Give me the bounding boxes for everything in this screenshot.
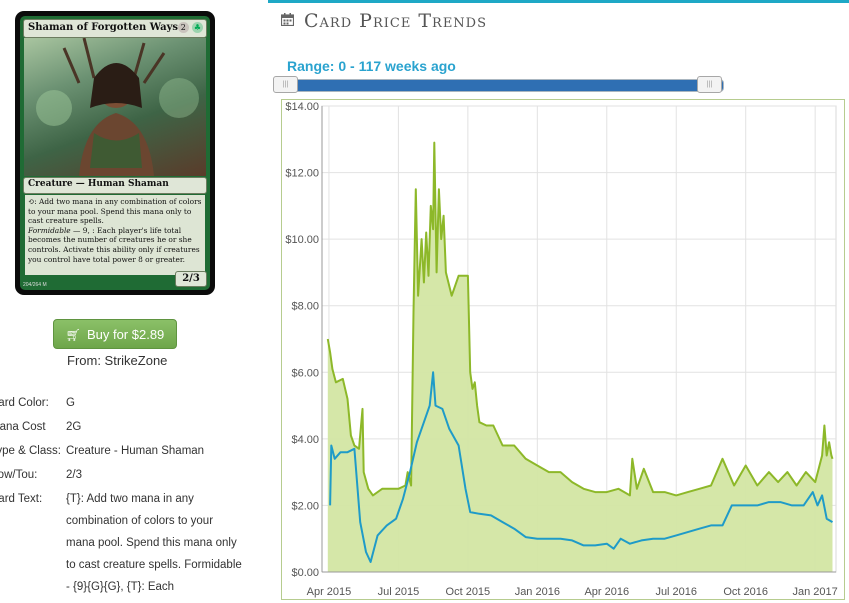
detail-label: Pow/Tou: — [0, 469, 38, 481]
x-tick-label: Jan 2016 — [515, 586, 560, 598]
series-area — [327, 142, 833, 572]
y-tick-label: $6.00 — [291, 367, 319, 379]
x-tick-label: Apr 2016 — [584, 586, 629, 598]
detail-label: Type & Class: — [0, 445, 61, 457]
card-mana-cost: 2 ♣ — [177, 22, 203, 33]
x-tick-label: Apr 2015 — [307, 586, 352, 598]
detail-label: Card Color: — [0, 397, 49, 409]
series-line — [329, 371, 834, 563]
range-label: Range: 0 - 117 weeks ago — [287, 58, 456, 74]
x-tick-label: Jan 2017 — [793, 586, 838, 598]
card-rules-2: — 9, : Each player's life total becomes … — [28, 225, 200, 264]
detail-value: 2G — [66, 421, 82, 433]
card-frame: Shaman of Forgotten Ways 2 ♣ Creature — … — [20, 16, 210, 290]
detail-value: G — [66, 397, 75, 409]
range-slider[interactable] — [278, 79, 724, 92]
price-chart: $0.00 $2.00 $4.00 $6.00 $8.00 $10.00 $12.00 $14… — [281, 99, 845, 600]
generic-mana-icon: 2 — [177, 22, 189, 33]
slider-handle-start[interactable]: ||| — [273, 76, 298, 93]
detail-value: 2/3 — [66, 469, 82, 481]
card-rules-text: ⟲: Add two mana in any combination of co… — [28, 197, 202, 264]
vendor-label: From: StrikeZone — [67, 353, 167, 368]
section-title: Card Price Trends — [304, 10, 488, 32]
calendar-icon — [281, 13, 294, 26]
tap-icon: ⟲ — [28, 197, 35, 206]
card-name-bar: Shaman of Forgotten Ways 2 ♣ — [23, 19, 207, 38]
x-tick-label: Oct 2016 — [723, 586, 768, 598]
detail-card-text: {T}: Add two mana in any combination of … — [66, 493, 242, 593]
card-type-bar: Creature — Human Shaman — [23, 177, 207, 194]
card-image[interactable]: Shaman of Forgotten Ways 2 ♣ Creature — … — [15, 11, 215, 295]
buy-button[interactable]: 🛒︎ Buy for $2.89 — [53, 319, 177, 349]
card-power-toughness: 2/3 — [175, 271, 207, 287]
detail-value: Creature - Human Shaman — [66, 445, 205, 457]
series-line — [326, 141, 834, 497]
x-tick-label: Jul 2016 — [655, 586, 697, 598]
range-slider-fill — [279, 80, 723, 91]
cart-icon: 🛒︎ — [65, 328, 81, 342]
y-tick-label: $8.00 — [291, 301, 319, 313]
vendor-text: From: StrikeZone — [67, 353, 168, 368]
card-rules-keyword: Formidable — [28, 225, 71, 235]
y-tick-label: $2.00 — [291, 500, 319, 512]
green-mana-icon: ♣ — [192, 22, 203, 33]
x-tick-label: Jul 2015 — [378, 586, 420, 598]
y-tick-label: $4.00 — [291, 434, 319, 446]
buy-button-label: Buy for $2.89 — [86, 327, 165, 342]
card-name: Shaman of Forgotten Ways — [28, 22, 179, 33]
y-tick-label: $14.00 — [285, 101, 319, 113]
y-tick-label: $12.00 — [285, 168, 319, 180]
price-chart-svg: $0.00 $2.00 $4.00 $6.00 $8.00 $10.00 $12.00 $14… — [285, 101, 838, 598]
slider-handle-end[interactable]: ||| — [697, 76, 722, 93]
y-tick-label: $10.00 — [285, 234, 319, 246]
y-tick-label: $0.00 — [291, 567, 319, 579]
detail-label: Mana Cost — [0, 421, 46, 433]
card-rules-1: : Add two mana in any combination of col… — [28, 197, 202, 226]
x-tick-label: Oct 2015 — [446, 586, 491, 598]
card-art — [24, 37, 206, 176]
shaman-illustration — [36, 37, 199, 176]
top-accent-line — [268, 0, 849, 3]
detail-label: Card Text: — [0, 493, 43, 505]
card-collector-number: 204/264 M — [23, 282, 47, 288]
card-type-line: Creature — Human Shaman — [28, 179, 169, 189]
card-text-box: ⟲: Add two mana in any combination of co… — [25, 195, 205, 275]
